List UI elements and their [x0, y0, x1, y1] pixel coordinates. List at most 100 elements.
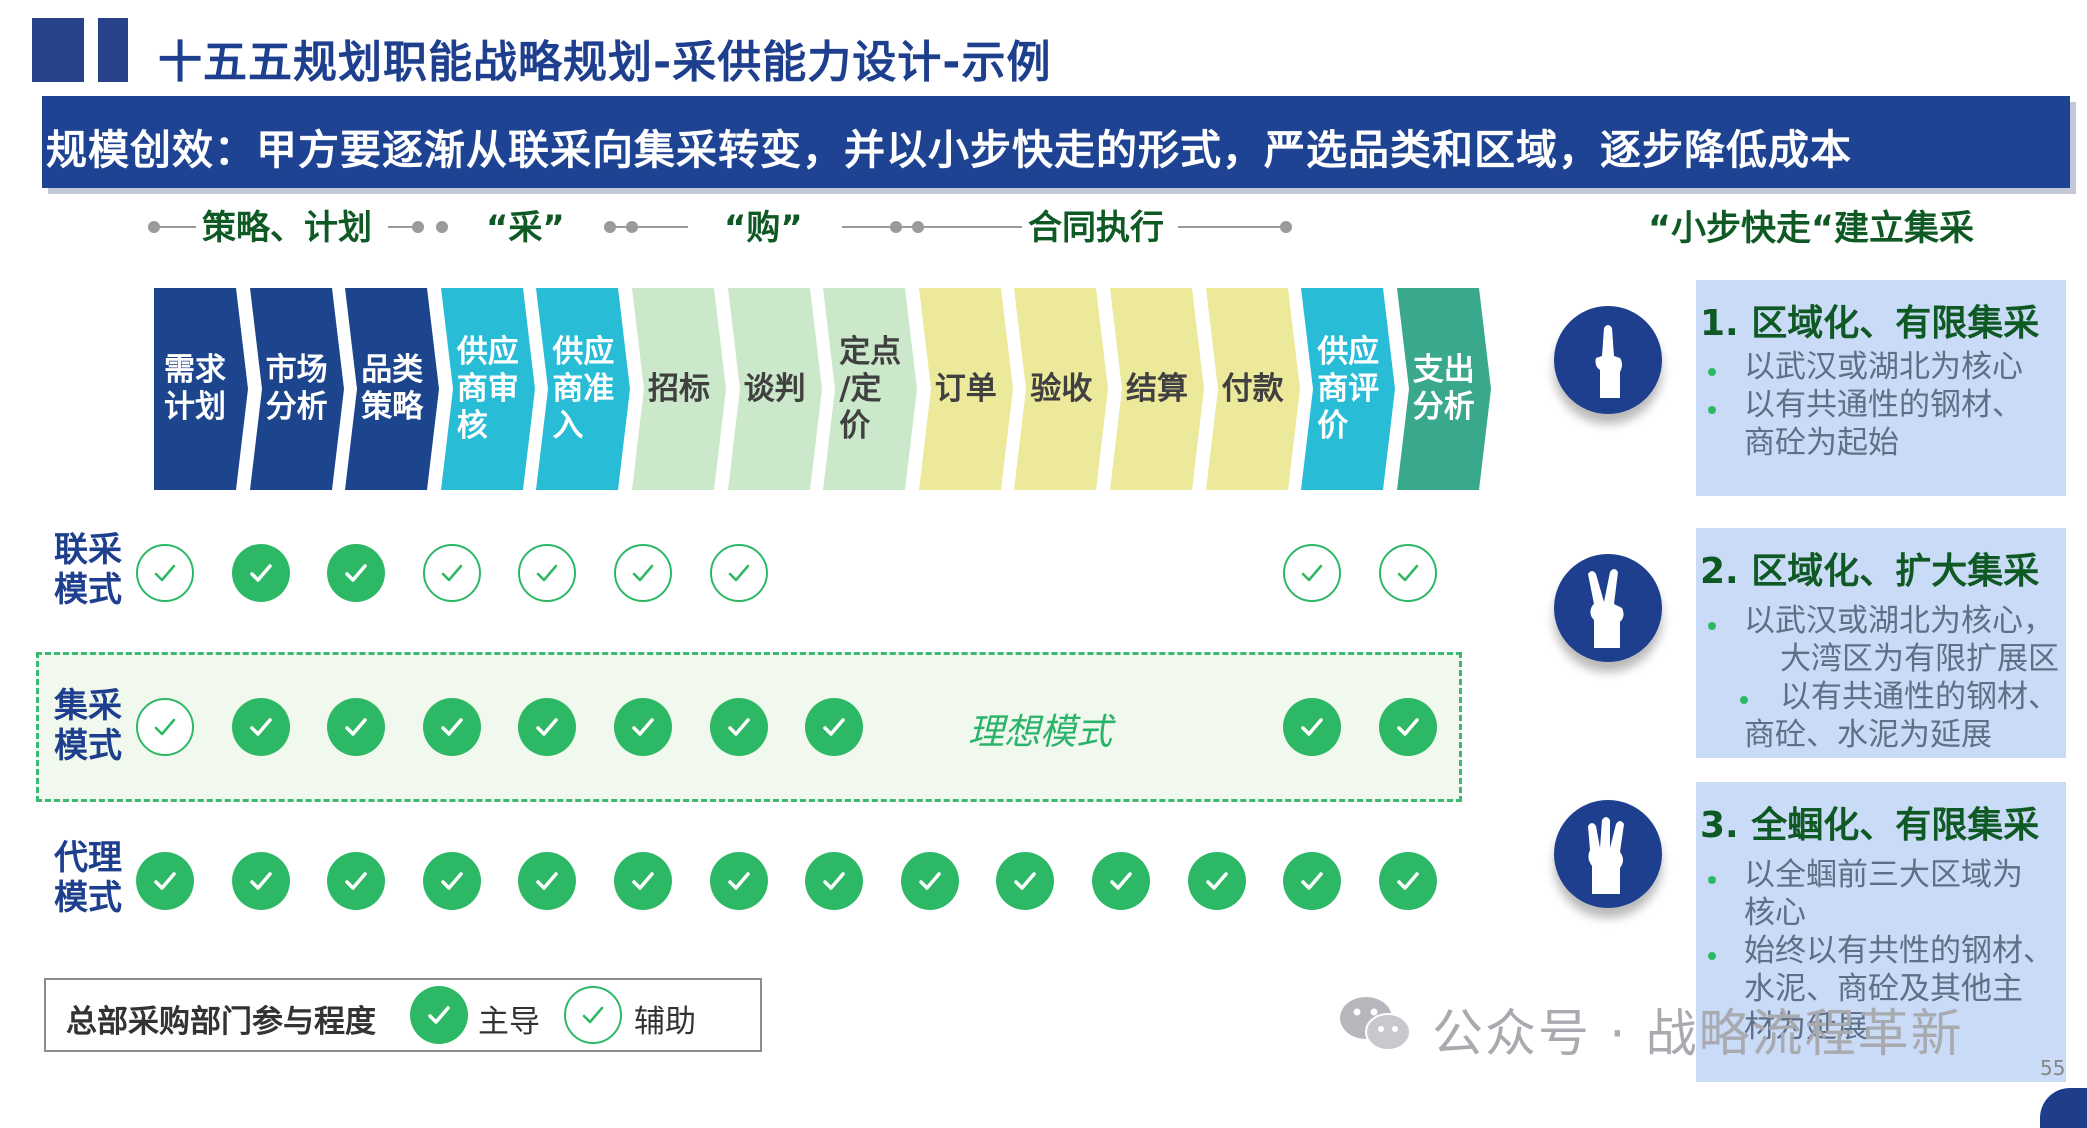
mode-label-joint: 联采 模式	[54, 530, 122, 610]
chevron-shape	[1110, 288, 1204, 490]
process-step-line: 支出	[1412, 352, 1475, 388]
stage-label-purchasing: “购”	[724, 208, 803, 248]
stage-dot	[412, 221, 424, 233]
process-step-line: 市场	[265, 352, 328, 388]
card-title: 3. 全蝈化、有限集采	[1700, 805, 2040, 846]
process-step-line: 供应	[552, 333, 615, 370]
bullet-dot	[1708, 876, 1716, 884]
legend: 总部采购部门参与程度 主导 辅助	[44, 978, 762, 1052]
process-chevron-row: 需求 计划 市场 分析 品类 策略 供应 商审核供应 商准入招标 谈判 定点/定价订单 验收 结算 付款供…	[0, 0, 1500, 500]
check-filled-icon	[327, 698, 386, 756]
check-filled-icon	[614, 698, 672, 756]
strategy-card-3: 3. 全蝈化、有限集采 以全蝈前三大区域为 核心 始终以有共性的钢材、 水泥、商…	[1696, 782, 2066, 1082]
check-filled-icon	[1378, 698, 1437, 756]
process-step-line: 商审	[456, 370, 519, 407]
bullet-dot	[1708, 368, 1716, 376]
check-outline-icon	[614, 544, 672, 602]
process-step-line: 招标	[648, 370, 710, 407]
check-filled-icon	[231, 852, 290, 910]
process-step-line: 结算	[1126, 370, 1188, 407]
card-item: 以全蝈前三大区域为	[1744, 857, 2023, 893]
check-filled-icon	[805, 852, 864, 910]
chevron-shape	[440, 288, 535, 490]
process-step: 品类 策略	[345, 288, 440, 490]
process-step-line: 分析	[265, 389, 328, 425]
process-step-line: 供应	[1317, 333, 1380, 370]
page-number: 55	[2040, 1056, 2066, 1080]
process-step-label: 供应 商准入	[552, 334, 614, 445]
legend-title: 总部采购部门参与程度	[66, 1004, 376, 1040]
process-step: 支出 分析	[1396, 288, 1491, 490]
card-item: 以武汉或湖北为核心，	[1744, 603, 2054, 639]
check-filled-icon	[231, 698, 290, 756]
check-filled-icon	[327, 544, 386, 602]
process-step-label: 支出 分析	[1413, 352, 1475, 426]
check-filled-icon	[231, 544, 290, 602]
page-title: 十五五规划职能战略规划-采供能力设计-示例	[158, 37, 1052, 88]
check-filled-icon	[136, 852, 194, 910]
chevron-shape	[727, 288, 822, 490]
process-step: 验收	[1014, 288, 1109, 490]
check-filled-icon	[1187, 852, 1246, 910]
summary-banner: 规模创效：甲方要逐渐从联采向集采转变，并以小步快走的形式，严选品类和区域，逐步降…	[42, 96, 2070, 188]
chevron-shape	[249, 288, 344, 490]
check-outline-icon	[422, 544, 481, 602]
card-title: 2. 区域化、扩大集采	[1700, 551, 2040, 592]
process-step-label: 定点/定价	[839, 334, 901, 445]
strategy-card-1: 1. 区域化、有限集采 以武汉或湖北为核心 以有共通性的钢材、 商砼为起始	[1696, 280, 2066, 496]
mode-label-line: 集采	[54, 686, 122, 726]
stage-dot	[436, 221, 448, 233]
check-filled-icon	[996, 852, 1055, 910]
chevron-shape	[1301, 288, 1396, 490]
stage-dot	[1280, 221, 1292, 233]
stage-label-strategy: 策略、计划	[202, 208, 372, 248]
ideal-mode-label: 理想模式	[968, 712, 1113, 753]
check-filled-icon	[1283, 852, 1342, 910]
check-outline-icon	[1283, 544, 1342, 602]
bullet-dot	[1708, 406, 1716, 414]
chevron-shape	[632, 288, 726, 490]
check-filled-icon	[327, 852, 386, 910]
check-filled-icon	[518, 852, 577, 910]
chevron-shape	[536, 288, 631, 490]
stage-connector	[842, 226, 1022, 228]
stage-connector	[150, 226, 196, 228]
process-step: 需求 计划	[154, 288, 248, 490]
process-step-line: 定点	[839, 333, 902, 370]
process-step-line: 商准	[552, 370, 615, 407]
process-step-label: 供应 商评价	[1317, 334, 1379, 445]
card-title: 1. 区域化、有限集采	[1700, 303, 2040, 344]
process-step: 定点/定价	[823, 288, 918, 490]
stage-connector	[388, 226, 424, 228]
mode-label-line: 联采	[54, 530, 122, 570]
check-filled-icon	[518, 698, 577, 756]
check-outline-icon	[136, 698, 194, 756]
process-step-line: 价	[839, 407, 871, 444]
stage-connector	[1178, 226, 1290, 228]
card-item: 始终以有共性的钢材、	[1744, 933, 2054, 969]
process-step-label: 供应 商审核	[457, 334, 519, 445]
chevron-shape	[1205, 288, 1300, 490]
mode-label-line: 模式	[54, 878, 122, 918]
process-step: 市场 分析	[249, 288, 344, 490]
chevron-shape	[823, 288, 918, 490]
process-step-label: 付款	[1222, 371, 1284, 408]
logo-block-small	[98, 18, 128, 82]
check-outline-icon	[709, 544, 768, 602]
card-item: 以武汉或湖北为核心	[1744, 349, 2023, 385]
mode-label-central: 集采 模式	[54, 686, 122, 766]
card-item: 大湾区为有限扩展区	[1780, 641, 2059, 677]
process-step-line: 计划	[164, 389, 226, 425]
process-step-line: 验收	[1030, 370, 1093, 407]
chevron-shape	[1014, 288, 1109, 490]
process-step-line: 分析	[1412, 389, 1475, 425]
mode-label-line: 代理	[54, 838, 122, 878]
process-step-label: 招标	[648, 371, 710, 408]
two-finger-hand-icon	[1554, 554, 1662, 662]
mode-label-line: 模式	[54, 570, 122, 610]
bullet-dot	[1708, 622, 1716, 630]
process-step-line: 品类	[361, 352, 424, 388]
process-step-label: 订单	[935, 371, 997, 408]
process-step-line: 策略	[361, 389, 424, 425]
process-step: 招标	[632, 288, 726, 490]
